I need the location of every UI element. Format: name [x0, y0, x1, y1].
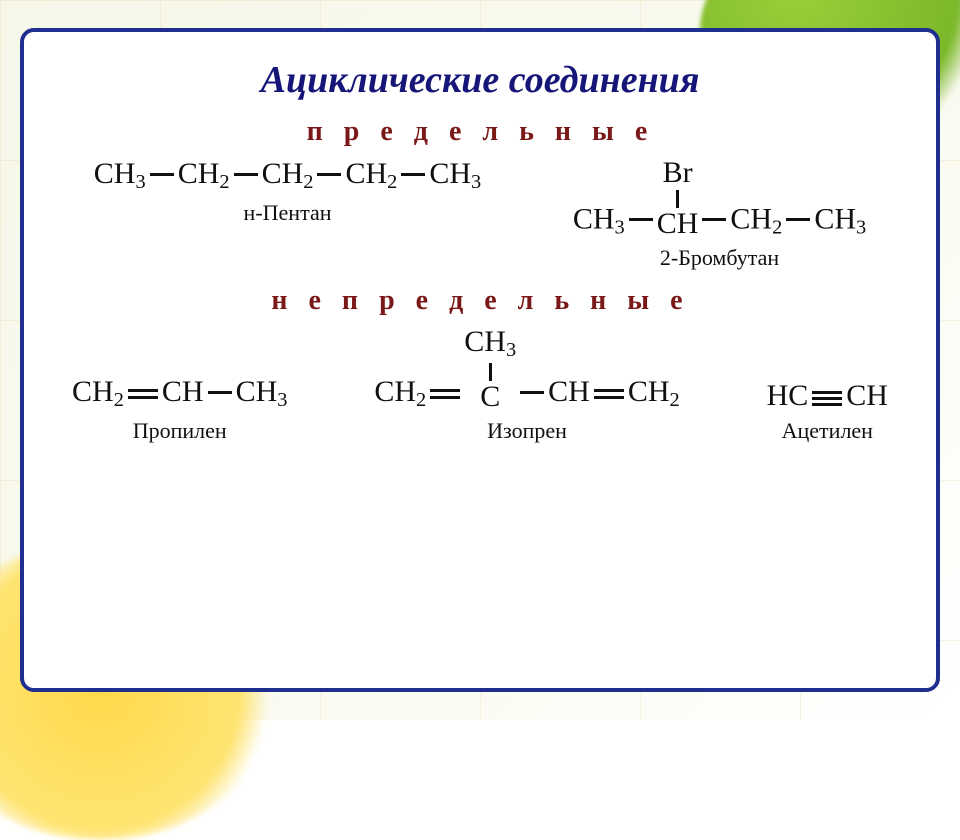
formula: HCCH: [767, 380, 888, 412]
row-saturated: CH3CH2CH2CH2CH3 н-Пентан CH3BrCHCH2CH3 2-Бр…: [48, 158, 912, 271]
compound-name: н-Пентан: [94, 200, 481, 226]
row-unsaturated: CH2CHCH3 Пропилен CH2CH3CCHCH2 Изопрен HCCH А…: [48, 327, 912, 444]
formula: CH2CHCH3: [72, 376, 287, 412]
compound-name: 2-Бромбутан: [573, 245, 866, 271]
compound: HCCH Ацетилен: [767, 380, 888, 444]
formula: CH3BrCHCH2CH3: [573, 158, 866, 239]
card-title: Ациклические соединения: [48, 58, 912, 102]
compound-name: Изопрен: [374, 418, 679, 444]
compound: CH2CH3CCHCH2 Изопрен: [374, 327, 679, 444]
heading-unsaturated: н е п р е д е л ь н ы е: [48, 285, 912, 317]
content-card: Ациклические соединения п р е д е л ь н …: [20, 28, 940, 692]
compound-name: Ацетилен: [767, 418, 888, 444]
heading-saturated: п р е д е л ь н ы е: [48, 116, 912, 148]
compound: CH2CHCH3 Пропилен: [72, 376, 287, 444]
formula: CH3CH2CH2CH2CH3: [94, 158, 481, 194]
compound: CH3CH2CH2CH2CH3 н-Пентан: [94, 158, 481, 226]
compound-name: Пропилен: [72, 418, 287, 444]
formula: CH2CH3CCHCH2: [374, 327, 679, 412]
compound: CH3BrCHCH2CH3 2-Бромбутан: [573, 158, 866, 271]
